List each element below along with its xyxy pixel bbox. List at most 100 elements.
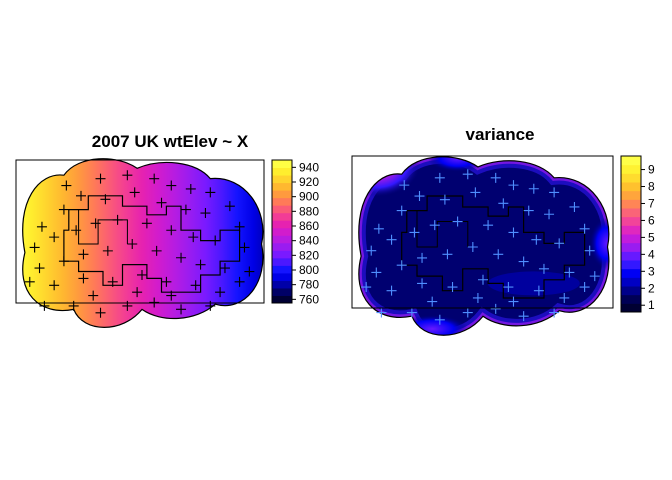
right-point-marker bbox=[490, 303, 501, 314]
left-point-marker bbox=[71, 225, 82, 236]
left-point-marker bbox=[166, 180, 177, 191]
right-point-marker bbox=[396, 205, 407, 216]
left-colorbar-tick-label: 880 bbox=[299, 204, 319, 218]
right-point-marker bbox=[470, 187, 481, 198]
left-colorbar-swatch bbox=[272, 257, 292, 266]
left-chart-title: 2007 UK wtElev ~ X bbox=[92, 132, 249, 151]
right-point-marker bbox=[417, 252, 428, 263]
right-plot-border bbox=[351, 155, 614, 309]
left-colorbar-border bbox=[271, 159, 293, 304]
left-colorbar-swatch bbox=[272, 227, 292, 236]
right-point-marker bbox=[406, 307, 417, 318]
right-point-marker bbox=[434, 314, 445, 325]
left-point-marker bbox=[29, 242, 40, 253]
left-point-marker bbox=[188, 232, 199, 243]
left-point-marker bbox=[76, 190, 86, 201]
left-point-marker bbox=[244, 266, 255, 277]
left-colorbar-swatch bbox=[272, 287, 292, 296]
right-point-marker bbox=[386, 234, 397, 245]
right-point-marker bbox=[508, 296, 519, 307]
left-domain-outline bbox=[22, 158, 264, 328]
left-point-marker bbox=[24, 276, 35, 287]
right-point-marker bbox=[533, 285, 544, 296]
right-point-marker bbox=[538, 263, 549, 274]
left-point-marker bbox=[149, 173, 160, 184]
right-point-marker bbox=[579, 282, 590, 293]
left-colorbar-tick-label: 920 bbox=[299, 175, 319, 189]
right-point-marker bbox=[544, 209, 555, 220]
right-point-marker bbox=[452, 216, 463, 227]
left-colorbar-tick-label: 760 bbox=[299, 292, 319, 306]
left-point-marker bbox=[210, 235, 221, 246]
left-point-marker bbox=[90, 218, 101, 229]
left-surface-fill bbox=[22, 158, 263, 328]
right-point-marker bbox=[414, 191, 425, 202]
left-point-marker bbox=[107, 276, 118, 287]
right-point-marker bbox=[417, 278, 428, 289]
right-colorbar-swatch bbox=[621, 268, 641, 278]
left-point-marker bbox=[234, 276, 245, 287]
right-colorbar-swatch bbox=[621, 286, 641, 296]
left-point-marker bbox=[78, 249, 89, 260]
right-point-marker bbox=[569, 201, 580, 212]
right-colorbar-swatch bbox=[621, 216, 641, 226]
right-point-marker bbox=[472, 292, 483, 303]
right-colorbar-swatch bbox=[621, 242, 641, 252]
right-point-marker bbox=[518, 311, 529, 322]
right-colorbar-swatch bbox=[621, 251, 641, 261]
left-colorbar-swatch bbox=[272, 197, 292, 206]
right-map bbox=[358, 156, 610, 336]
left-point-marker bbox=[95, 173, 106, 184]
right-panel: variance 9 8 7 6 5 4 3 2 1 bbox=[351, 125, 655, 336]
right-point-marker bbox=[467, 242, 478, 252]
left-point-marker bbox=[234, 221, 245, 232]
left-point-marker bbox=[129, 187, 140, 198]
right-point-marker bbox=[442, 249, 453, 260]
left-colorbar-swatch bbox=[272, 265, 292, 274]
left-point-marker bbox=[78, 273, 89, 284]
left-colorbar-tick-label: 780 bbox=[299, 278, 319, 292]
left-colorbar-swatch bbox=[272, 182, 292, 191]
right-colorbar-swatch bbox=[621, 277, 641, 287]
left-point-marker bbox=[185, 183, 196, 194]
right-point-marker bbox=[462, 307, 473, 318]
left-point-marker bbox=[215, 287, 226, 298]
right-point-marker bbox=[528, 183, 539, 194]
left-point-marker bbox=[239, 242, 250, 253]
right-point-marker bbox=[579, 223, 590, 234]
right-point-marker bbox=[559, 292, 570, 303]
right-point-marker bbox=[447, 282, 458, 293]
left-colorbar-swatch bbox=[272, 280, 292, 289]
left-point-marker bbox=[166, 290, 177, 301]
left-colorbar-tick-label: 940 bbox=[299, 160, 319, 174]
right-colorbar-border bbox=[620, 155, 642, 313]
left-plot-border bbox=[15, 159, 265, 304]
left-point-marker bbox=[176, 252, 187, 263]
right-colorbar-swatch bbox=[621, 190, 641, 200]
right-surface-fill bbox=[358, 156, 609, 336]
right-point-marker bbox=[371, 267, 382, 278]
right-colorbar-swatch bbox=[621, 156, 641, 166]
left-inner-boundary bbox=[78, 209, 128, 245]
left-colorbar-swatch bbox=[272, 250, 292, 259]
left-colorbar-swatch bbox=[272, 235, 292, 244]
right-colorbar-swatch bbox=[621, 173, 641, 183]
left-point-marker bbox=[156, 197, 167, 208]
left-point-marker bbox=[137, 269, 147, 280]
left-point-marker bbox=[95, 307, 106, 318]
right-point-marker bbox=[366, 245, 377, 256]
right-point-marker bbox=[399, 180, 410, 191]
right-point-marker bbox=[462, 169, 473, 180]
left-point-marker bbox=[102, 245, 113, 256]
left-colorbar-swatch bbox=[272, 295, 292, 304]
right-colorbar-swatch bbox=[621, 234, 641, 244]
right-colorbar-tick-label: 2 bbox=[648, 281, 655, 295]
right-point-marker bbox=[361, 282, 372, 293]
left-colorbar-tick-label: 900 bbox=[299, 190, 319, 204]
right-point-marker bbox=[503, 282, 514, 293]
right-domain-outline bbox=[358, 156, 610, 336]
left-colorbar-swatch bbox=[272, 220, 292, 229]
left-colorbar-swatch bbox=[272, 212, 292, 221]
left-point-marker bbox=[88, 290, 99, 301]
